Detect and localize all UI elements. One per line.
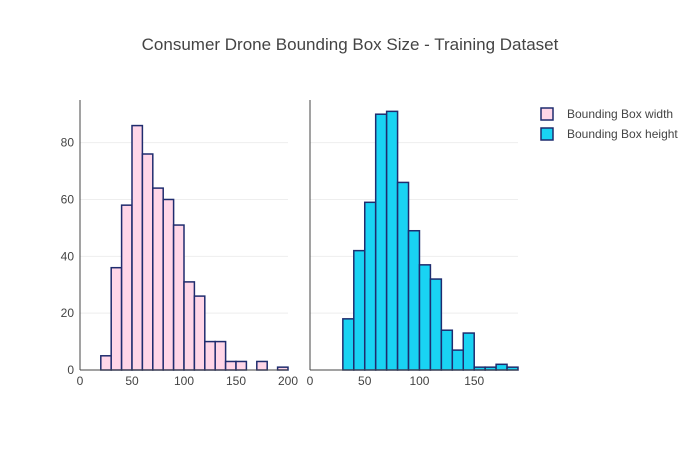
histogram-bar <box>110 266 123 371</box>
histogram-panel-1: 0 20 40 60 80 0 50 100 150 200 <box>61 100 298 388</box>
histogram-bar <box>342 318 355 371</box>
histogram-bar <box>224 360 237 371</box>
y-tick-label: 40 <box>61 249 75 263</box>
histogram-bar <box>193 295 206 371</box>
histogram-bar <box>396 181 410 371</box>
histogram-bar <box>495 363 508 371</box>
histogram-bar <box>235 360 248 371</box>
histogram-bar <box>152 187 164 371</box>
histogram-bar <box>363 201 377 371</box>
x-tick-label: 200 <box>278 374 298 388</box>
histogram-bar <box>214 340 227 371</box>
legend-swatch <box>540 107 554 121</box>
x-tick-label: 150 <box>464 374 484 388</box>
histogram-panel-2: 0 50 100 150 <box>307 100 519 388</box>
x-tick-label: 50 <box>125 374 139 388</box>
histogram-bar <box>407 229 421 371</box>
legend-item[interactable]: Bounding Box height <box>540 127 678 141</box>
histogram-bar <box>141 153 154 371</box>
legend: Bounding Box width Bounding Box height <box>540 107 678 141</box>
histogram-bar <box>462 332 475 371</box>
legend-label: Bounding Box height <box>567 127 678 141</box>
x-tick-label: 150 <box>226 374 246 388</box>
histogram-bar <box>451 349 465 371</box>
y-tick-label: 20 <box>61 306 75 320</box>
legend-label: Bounding Box width <box>567 107 673 121</box>
x-tick-label: 100 <box>409 374 429 388</box>
histogram-bar <box>172 224 185 371</box>
x-tick-label: 0 <box>307 374 314 388</box>
histogram-bar <box>353 249 366 371</box>
histogram-bar <box>418 264 432 371</box>
histogram-bar <box>131 124 144 371</box>
histogram-bar <box>100 355 112 371</box>
histogram-bar <box>183 281 196 371</box>
histogram-bar <box>162 198 175 371</box>
histogram-bar <box>120 204 133 371</box>
x-tick-label: 100 <box>174 374 194 388</box>
chart-title: Consumer Drone Bounding Box Size - Train… <box>142 35 559 54</box>
histogram-panels: 0 20 40 60 80 0 50 100 150 200 0 50 100 150 <box>61 100 519 388</box>
histogram-bar <box>429 278 443 371</box>
histogram-bar <box>256 360 268 371</box>
histogram-bar <box>204 340 216 371</box>
histogram-bar <box>440 329 454 371</box>
y-tick-label: 60 <box>61 192 75 206</box>
x-tick-label: 50 <box>358 374 372 388</box>
legend-swatch <box>540 127 554 141</box>
legend-item[interactable]: Bounding Box width <box>540 107 673 121</box>
y-tick-label: 0 <box>67 363 74 377</box>
y-tick-label: 80 <box>61 136 75 150</box>
histogram-bar <box>374 113 388 371</box>
histogram-bar <box>385 110 399 371</box>
x-tick-label: 0 <box>77 374 84 388</box>
